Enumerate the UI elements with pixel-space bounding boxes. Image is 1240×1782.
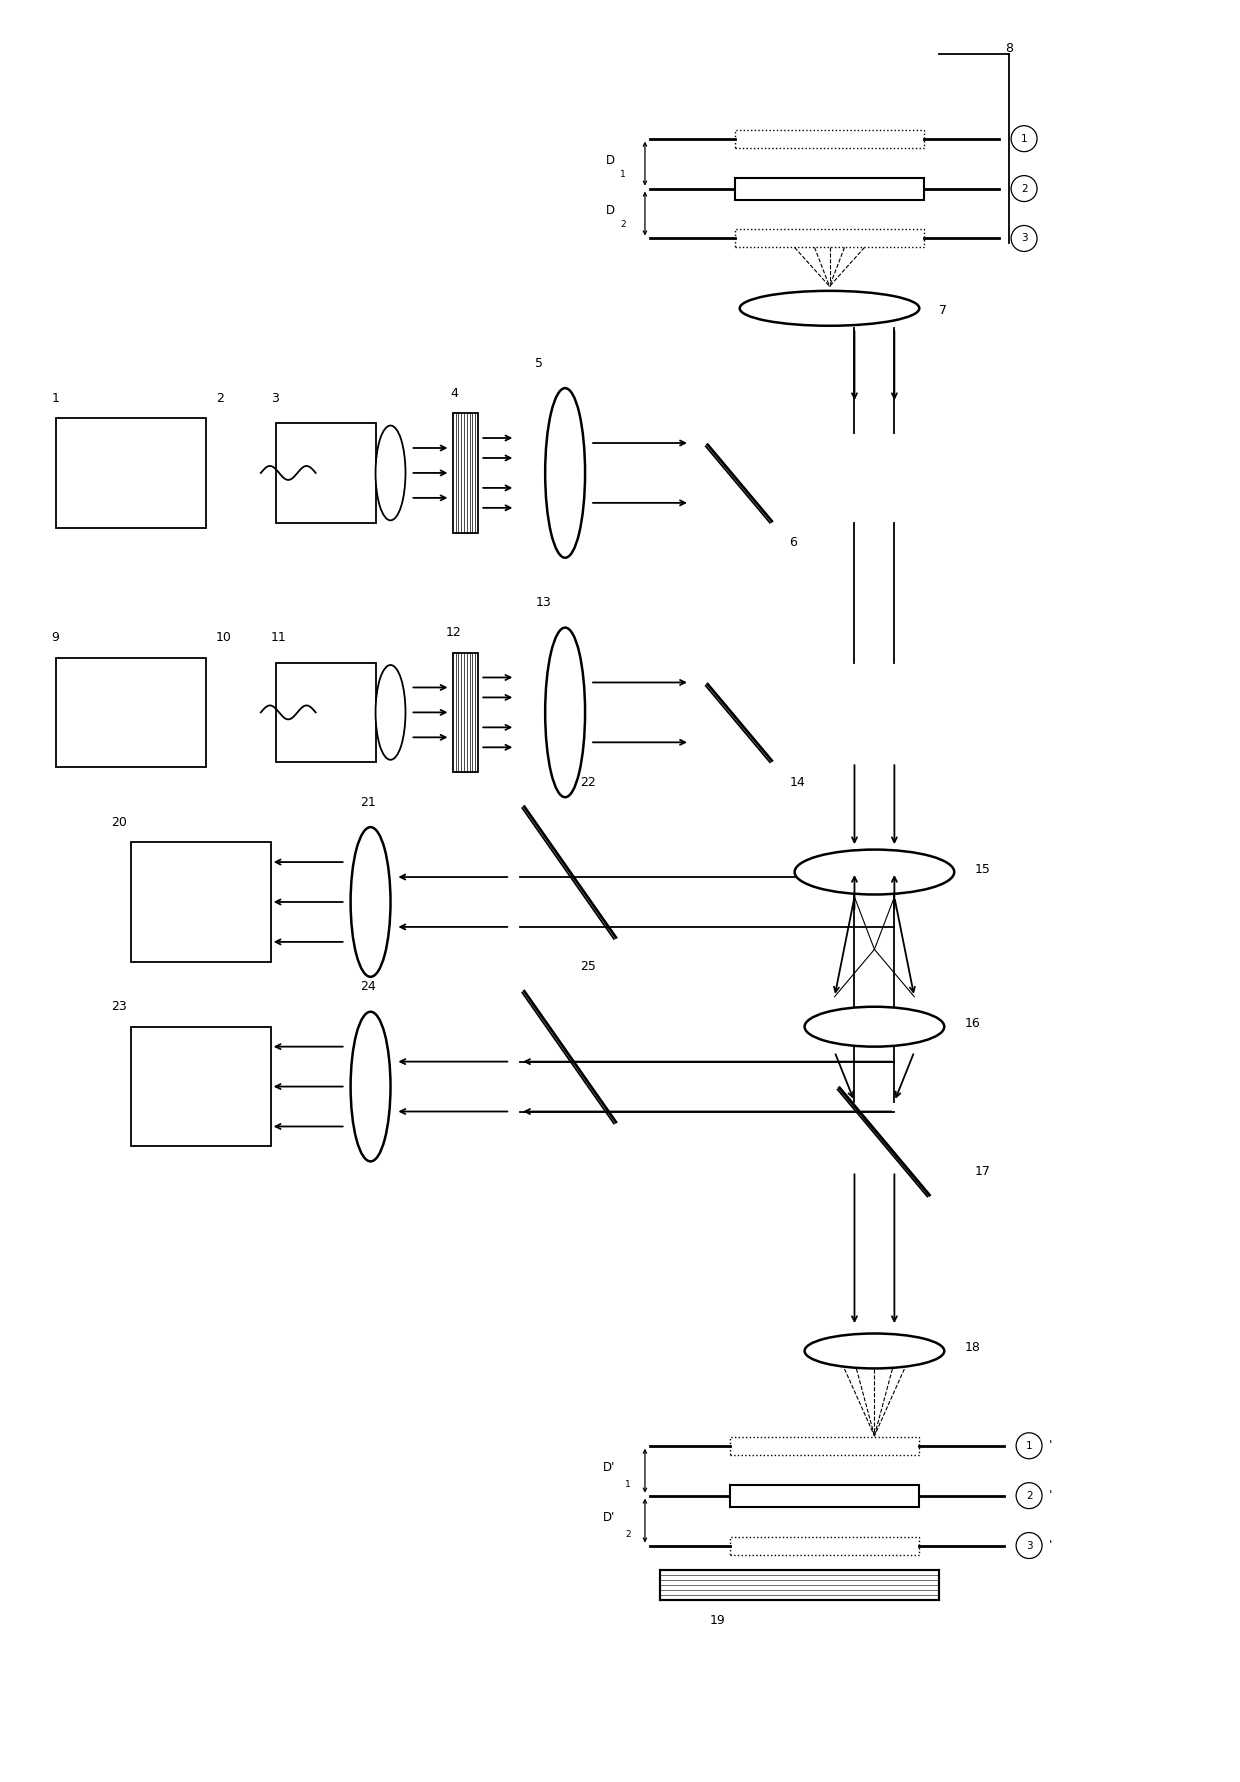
Bar xyxy=(275,663,376,763)
Text: 7: 7 xyxy=(939,303,947,317)
Text: 17: 17 xyxy=(975,1165,990,1178)
Ellipse shape xyxy=(805,1007,945,1046)
Text: 13: 13 xyxy=(536,597,551,609)
Text: 2: 2 xyxy=(1021,184,1028,194)
Ellipse shape xyxy=(740,290,919,326)
Bar xyxy=(56,658,206,768)
Text: ': ' xyxy=(1049,1540,1053,1552)
Text: 23: 23 xyxy=(112,1000,126,1014)
Text: 1: 1 xyxy=(620,169,626,178)
Bar xyxy=(275,422,376,522)
Text: 9: 9 xyxy=(51,631,60,643)
Ellipse shape xyxy=(351,1012,391,1162)
Ellipse shape xyxy=(795,850,955,895)
Text: 1: 1 xyxy=(625,1479,631,1488)
Bar xyxy=(730,1484,919,1506)
Text: 11: 11 xyxy=(270,631,286,643)
Circle shape xyxy=(1011,127,1037,151)
Text: 2: 2 xyxy=(1025,1490,1033,1500)
Bar xyxy=(56,419,206,527)
Bar xyxy=(730,1536,919,1554)
Circle shape xyxy=(1016,1533,1042,1559)
Text: 18: 18 xyxy=(965,1342,980,1354)
Text: 12: 12 xyxy=(445,625,461,640)
Bar xyxy=(730,1436,919,1454)
Circle shape xyxy=(1016,1483,1042,1509)
Text: 14: 14 xyxy=(790,775,805,789)
Bar xyxy=(131,1026,270,1146)
Ellipse shape xyxy=(805,1333,945,1369)
Text: D: D xyxy=(606,153,615,168)
Text: 16: 16 xyxy=(965,1018,980,1030)
Text: 3: 3 xyxy=(270,392,279,405)
Circle shape xyxy=(1011,226,1037,251)
Bar xyxy=(131,843,270,962)
Text: D: D xyxy=(606,203,615,217)
Text: 3: 3 xyxy=(1025,1540,1033,1550)
Text: 3: 3 xyxy=(1021,233,1028,244)
Ellipse shape xyxy=(546,627,585,797)
Bar xyxy=(660,1570,939,1600)
Text: 4: 4 xyxy=(450,387,459,399)
Text: 19: 19 xyxy=(709,1614,725,1627)
Text: 6: 6 xyxy=(790,536,797,549)
Text: ': ' xyxy=(1049,1440,1053,1452)
Bar xyxy=(735,130,924,148)
Text: 8: 8 xyxy=(1006,43,1013,55)
Circle shape xyxy=(1016,1433,1042,1459)
Bar xyxy=(453,413,477,533)
Text: 20: 20 xyxy=(112,816,126,829)
Text: 15: 15 xyxy=(975,862,990,875)
Text: 1: 1 xyxy=(51,392,60,405)
Text: 5: 5 xyxy=(536,356,543,369)
Circle shape xyxy=(1011,176,1037,201)
Text: ': ' xyxy=(1049,1490,1053,1502)
Ellipse shape xyxy=(351,827,391,977)
Text: 25: 25 xyxy=(580,960,596,973)
Text: 10: 10 xyxy=(216,631,232,643)
Text: 1: 1 xyxy=(1025,1442,1033,1451)
Text: 21: 21 xyxy=(361,797,376,809)
Text: 2: 2 xyxy=(216,392,223,405)
Bar xyxy=(453,652,477,772)
Text: 2: 2 xyxy=(620,219,626,228)
Ellipse shape xyxy=(376,426,405,520)
Bar xyxy=(735,230,924,248)
Text: D': D' xyxy=(603,1511,615,1524)
Text: D': D' xyxy=(603,1461,615,1474)
Text: 2: 2 xyxy=(625,1529,631,1538)
Text: 22: 22 xyxy=(580,775,596,789)
Ellipse shape xyxy=(546,388,585,558)
Text: 1: 1 xyxy=(1021,134,1028,144)
Bar xyxy=(735,178,924,200)
Ellipse shape xyxy=(376,665,405,759)
Text: 24: 24 xyxy=(361,980,376,993)
